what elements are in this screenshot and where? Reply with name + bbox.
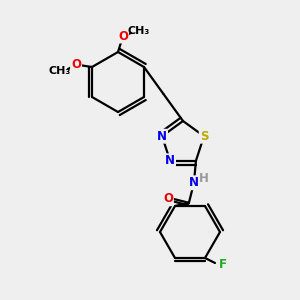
Text: S: S: [200, 130, 208, 143]
Text: O: O: [118, 29, 128, 43]
Text: F: F: [219, 259, 227, 272]
Text: N: N: [189, 176, 199, 189]
Text: N: N: [157, 130, 167, 143]
Text: O: O: [71, 58, 81, 71]
Text: O: O: [163, 192, 173, 205]
Text: CH₃: CH₃: [128, 26, 150, 36]
Text: N: N: [165, 154, 175, 167]
Text: CH₃: CH₃: [49, 66, 71, 76]
Text: H: H: [199, 172, 209, 185]
